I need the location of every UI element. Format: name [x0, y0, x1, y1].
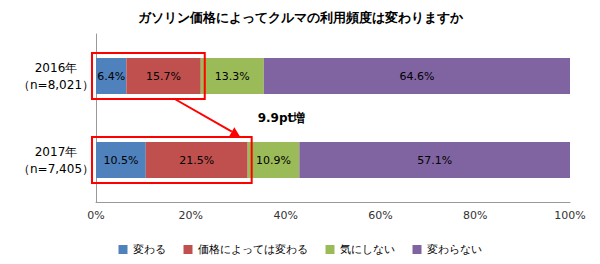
svg-text:21.5%: 21.5% — [179, 154, 214, 167]
svg-text:（n=8,021）: （n=8,021） — [18, 78, 94, 92]
svg-text:100%: 100% — [554, 209, 585, 222]
svg-text:10.9%: 10.9% — [256, 154, 291, 167]
svg-text:2016年: 2016年 — [35, 61, 78, 75]
svg-text:2017年: 2017年 — [35, 145, 78, 159]
svg-text:10.5%: 10.5% — [103, 154, 138, 167]
svg-text:（n=7,405）: （n=7,405） — [18, 162, 94, 176]
svg-text:40%: 40% — [273, 209, 297, 222]
svg-text:価格によっては変わる: 価格によっては変わる — [198, 243, 308, 256]
svg-text:57.1%: 57.1% — [417, 154, 452, 167]
svg-text:15.7%: 15.7% — [146, 70, 181, 83]
svg-text:64.6%: 64.6% — [399, 70, 434, 83]
svg-text:0%: 0% — [87, 209, 104, 222]
svg-text:変わらない: 変わらない — [427, 243, 482, 256]
svg-text:変わる: 変わる — [133, 243, 166, 256]
svg-text:13.3%: 13.3% — [215, 70, 250, 83]
svg-text:60%: 60% — [368, 209, 392, 222]
svg-text:気にしない: 気にしない — [340, 243, 395, 256]
svg-text:20%: 20% — [179, 209, 203, 222]
svg-text:6.4%: 6.4% — [97, 70, 125, 83]
svg-text:ガソリン価格によってクルマの利用頻度は変わりますか: ガソリン価格によってクルマの利用頻度は変わりますか — [138, 10, 464, 25]
svg-text:9.9pt増: 9.9pt増 — [258, 111, 306, 125]
svg-text:80%: 80% — [463, 209, 487, 222]
